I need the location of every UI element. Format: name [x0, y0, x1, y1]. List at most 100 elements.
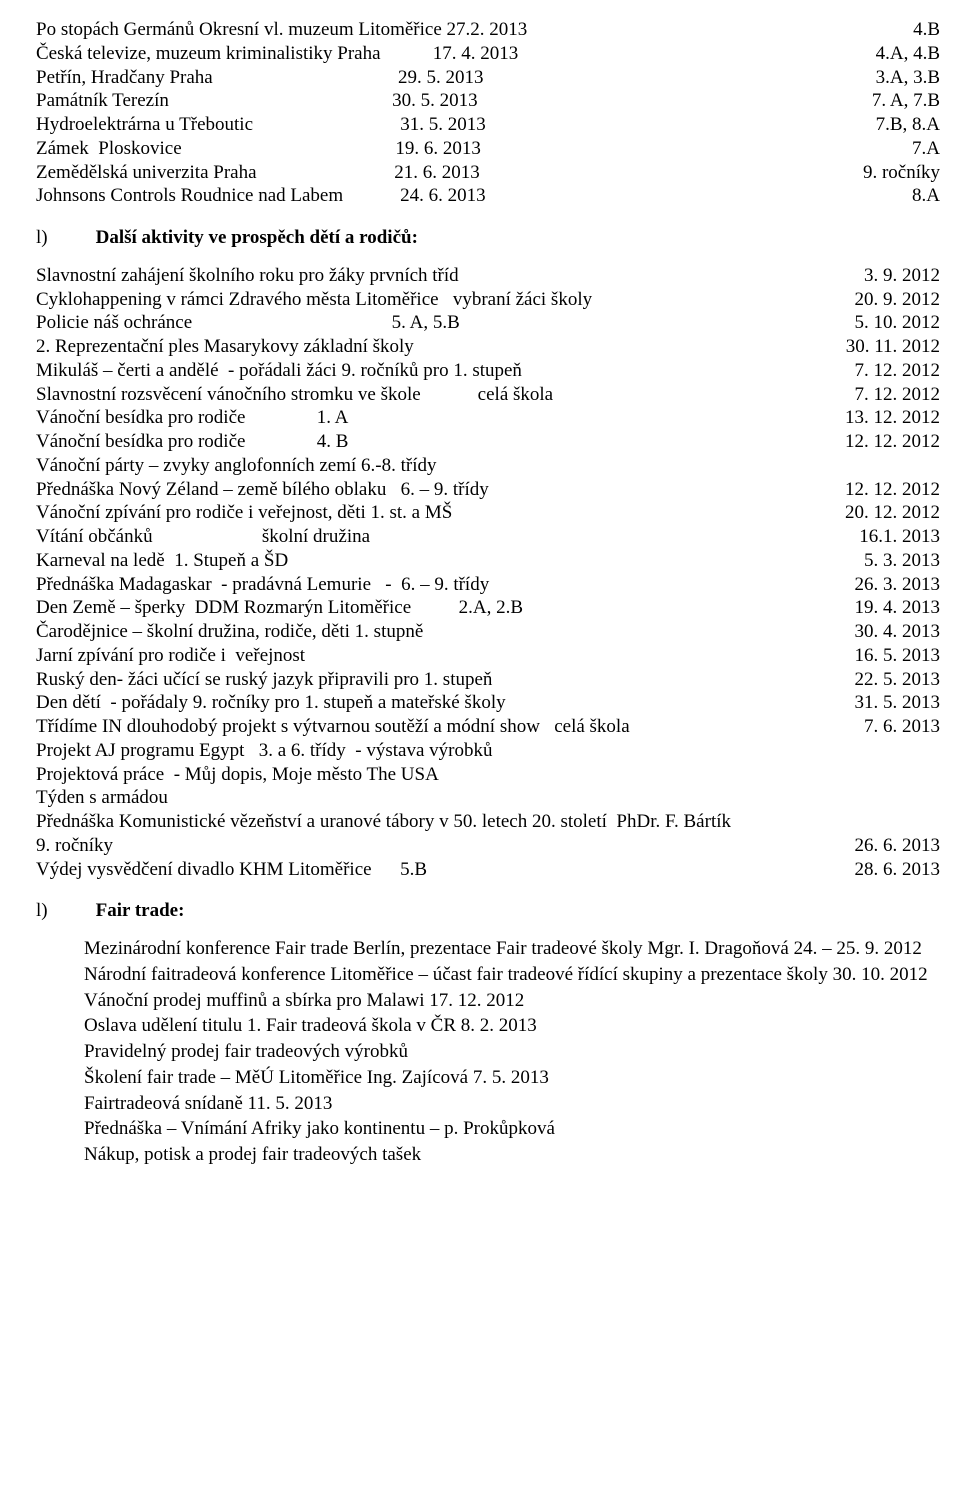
trip-name: Johnsons Controls Roudnice nad Labem 24.… [36, 184, 904, 208]
activity-name: Přednáška Madagaskar - pradávná Lemurie … [36, 573, 847, 597]
fairtrade-item: Přednáška – Vnímání Afriky jako kontinen… [84, 1117, 940, 1141]
trip-class: 4.B [905, 18, 940, 42]
activity-name: 9. ročníky [36, 834, 847, 858]
list-letter: l) [36, 900, 48, 921]
text-row: Policie náš ochránce 5. A, 5.B5. 10. 201… [36, 311, 940, 335]
activity-date: 30. 4. 2013 [847, 620, 941, 644]
trip-class: 9. ročníky [855, 161, 940, 185]
activity-name: Policie náš ochránce 5. A, 5.B [36, 311, 847, 335]
activity-date: 16. 5. 2013 [847, 644, 941, 668]
text-row: Cyklohappening v rámci Zdravého města Li… [36, 288, 940, 312]
activity-date: 26. 6. 2013 [847, 834, 941, 858]
activity-date: 28. 6. 2013 [847, 858, 941, 882]
activity-name: Mikuláš – čerti a andělé - pořádali žáci… [36, 359, 847, 383]
text-row: Památník Terezín 30. 5. 20137. A, 7.B [36, 89, 940, 113]
activity-name: Vánoční besídka pro rodiče 4. B [36, 430, 837, 454]
text-row: Jarní zpívání pro rodiče i veřejnost16. … [36, 644, 940, 668]
activity-date: 22. 5. 2013 [847, 668, 941, 692]
trip-class: 7.A [904, 137, 940, 161]
text-row: Mikuláš – čerti a andělé - pořádali žáci… [36, 359, 940, 383]
list-letter: l) [36, 227, 48, 248]
activity-name: Cyklohappening v rámci Zdravého města Li… [36, 288, 847, 312]
text-row: Vánoční besídka pro rodiče 1. A13. 12. 2… [36, 406, 940, 430]
activity-name: Vítání občánků školní družina [36, 525, 851, 549]
activity-date: 13. 12. 2012 [837, 406, 940, 430]
activity-name: Den Země – šperky DDM Rozmarýn Litoměřic… [36, 596, 847, 620]
text-row: Výdej vysvědčení divadlo KHM Litoměřice … [36, 858, 940, 882]
trip-class: 3.A, 3.B [868, 66, 940, 90]
fairtrade-item: Školení fair trade – MěÚ Litoměřice Ing.… [84, 1066, 940, 1090]
activity-name: Výdej vysvědčení divadlo KHM Litoměřice … [36, 858, 847, 882]
activity-date: 12. 12. 2012 [837, 478, 940, 502]
text-row: Vánoční zpívání pro rodiče i veřejnost, … [36, 501, 940, 525]
activity-name: Slavnostní zahájení školního roku pro žá… [36, 264, 856, 288]
text-row: Vánoční besídka pro rodiče 4. B12. 12. 2… [36, 430, 940, 454]
text-row: 9. ročníky26. 6. 2013 [36, 834, 940, 858]
activity-name: Přednáška Nový Zéland – země bílého obla… [36, 478, 837, 502]
text-row: Zámek Ploskovice 19. 6. 20137.A [36, 137, 940, 161]
heading-title: Další aktivity ve prospěch dětí a rodičů… [96, 227, 418, 248]
activity-date: 16.1. 2013 [851, 525, 940, 549]
activity-name: Den dětí - pořádaly 9. ročníky pro 1. st… [36, 691, 847, 715]
activity-name: Přednáška Komunistické vězeňství a urano… [36, 810, 940, 834]
fairtrade-item: Vánoční prodej muffinů a sbírka pro Mala… [84, 989, 940, 1013]
activity-date: 5. 3. 2013 [856, 549, 940, 573]
activity-name: Projekt AJ programu Egypt 3. a 6. třídy … [36, 739, 940, 763]
fairtrade-item: Oslava udělení titulu 1. Fair tradeová š… [84, 1014, 940, 1038]
trip-class: 7.B, 8.A [868, 113, 940, 137]
activity-name: Slavnostní rozsvěcení vánočního stromku … [36, 383, 847, 407]
text-row: Česká televize, muzeum kriminalistiky Pr… [36, 42, 940, 66]
text-row: Týden s armádou [36, 786, 940, 810]
activity-date: 7. 6. 2013 [856, 715, 940, 739]
text-row: Den dětí - pořádaly 9. ročníky pro 1. st… [36, 691, 940, 715]
text-row: Projektová práce - Můj dopis, Moje město… [36, 763, 940, 787]
activity-date: 31. 5. 2013 [847, 691, 941, 715]
text-row: Třídíme IN dlouhodobý projekt s výtvarno… [36, 715, 940, 739]
text-row: Karneval na ledě 1. Stupeň a ŠD5. 3. 201… [36, 549, 940, 573]
trip-class: 4.A, 4.B [868, 42, 940, 66]
activity-name: Vánoční besídka pro rodiče 1. A [36, 406, 837, 430]
text-row: Den Země – šperky DDM Rozmarýn Litoměřic… [36, 596, 940, 620]
activity-date: 30. 11. 2012 [838, 335, 940, 359]
activity-name: Projektová práce - Můj dopis, Moje město… [36, 763, 940, 787]
text-row: Zemědělská univerzita Praha 21. 6. 20139… [36, 161, 940, 185]
text-row: Slavnostní rozsvěcení vánočního stromku … [36, 383, 940, 407]
activity-name: Karneval na ledě 1. Stupeň a ŠD [36, 549, 856, 573]
activity-name: Vánoční zpívání pro rodiče i veřejnost, … [36, 501, 837, 525]
activity-date: 7. 12. 2012 [847, 383, 941, 407]
activity-name: Čarodějnice – školní družina, rodiče, dě… [36, 620, 847, 644]
trip-name: Petřín, Hradčany Praha 29. 5. 2013 [36, 66, 868, 90]
text-row: Čarodějnice – školní družina, rodiče, dě… [36, 620, 940, 644]
fairtrade-item: Národní faitradeová konference Litoměřic… [84, 963, 940, 987]
heading-title: Fair trade: [96, 900, 185, 921]
fairtrade-block: Mezinárodní konference Fair trade Berlín… [36, 937, 940, 1167]
text-row: Po stopách Germánů Okresní vl. muzeum Li… [36, 18, 940, 42]
text-row: Přednáška Komunistické vězeňství a urano… [36, 810, 940, 834]
fairtrade-item: Nákup, potisk a prodej fair tradeových t… [84, 1143, 940, 1167]
section-heading-activities: l) Další aktivity ve prospěch dětí a rodi… [36, 226, 940, 250]
activity-date: 26. 3. 2013 [847, 573, 941, 597]
activity-name: Ruský den- žáci učící se ruský jazyk při… [36, 668, 847, 692]
activity-name: Vánoční párty – zvyky anglofonních zemí … [36, 454, 940, 478]
activity-date: 12. 12. 2012 [837, 430, 940, 454]
activity-name: Jarní zpívání pro rodiče i veřejnost [36, 644, 847, 668]
trip-name: Česká televize, muzeum kriminalistiky Pr… [36, 42, 868, 66]
text-row: Petřín, Hradčany Praha 29. 5. 20133.A, 3… [36, 66, 940, 90]
activity-date: 20. 12. 2012 [837, 501, 940, 525]
fairtrade-item: Pravidelný prodej fair tradeových výrobk… [84, 1040, 940, 1064]
trip-name: Památník Terezín 30. 5. 2013 [36, 89, 864, 113]
trip-class: 7. A, 7.B [864, 89, 940, 113]
activity-date: 3. 9. 2012 [856, 264, 940, 288]
text-row: Hydroelektrárna u Třeboutic 31. 5. 20137… [36, 113, 940, 137]
activity-date: 20. 9. 2012 [847, 288, 941, 312]
text-row: Vánoční párty – zvyky anglofonních zemí … [36, 454, 940, 478]
trip-name: Zámek Ploskovice 19. 6. 2013 [36, 137, 904, 161]
text-row: Vítání občánků školní družina16.1. 2013 [36, 525, 940, 549]
activity-date: 5. 10. 2012 [847, 311, 941, 335]
section-heading-fairtrade: l) Fair trade: [36, 899, 940, 923]
text-row: Ruský den- žáci učící se ruský jazyk při… [36, 668, 940, 692]
text-row: Přednáška Madagaskar - pradávná Lemurie … [36, 573, 940, 597]
text-row: Projekt AJ programu Egypt 3. a 6. třídy … [36, 739, 940, 763]
activity-name: Třídíme IN dlouhodobý projekt s výtvarno… [36, 715, 856, 739]
activity-date: 19. 4. 2013 [847, 596, 941, 620]
